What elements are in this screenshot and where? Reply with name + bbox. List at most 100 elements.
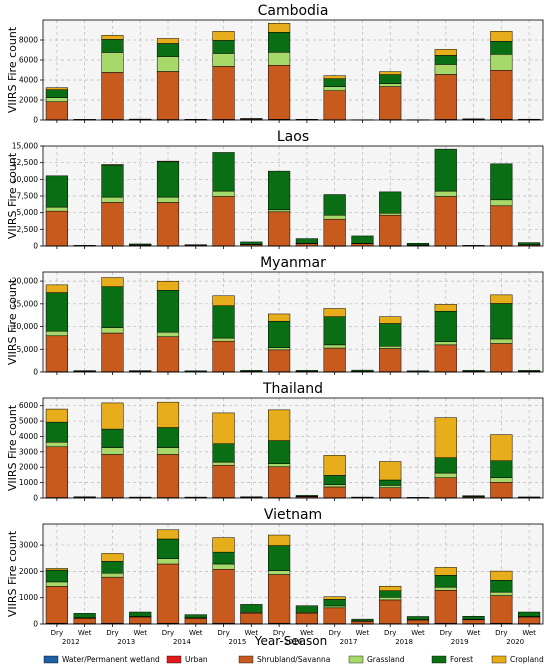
bar-segment bbox=[323, 347, 346, 372]
bar-segment bbox=[462, 615, 485, 620]
bar-segment bbox=[434, 55, 457, 65]
bar-segment bbox=[156, 280, 180, 291]
legend-item: Forest bbox=[431, 655, 473, 664]
y-tick-label: 5000 bbox=[19, 417, 38, 426]
season-tick-label: Wet bbox=[133, 629, 147, 637]
bar-segment bbox=[323, 484, 346, 488]
legend-label: Forest bbox=[450, 655, 473, 664]
bar-segment bbox=[490, 338, 513, 344]
bar-segment bbox=[268, 52, 291, 66]
legend-label: Grassland bbox=[367, 655, 405, 664]
bar-segment bbox=[406, 243, 430, 246]
season-tick-label: Dry bbox=[495, 629, 507, 637]
bar-segment bbox=[268, 574, 291, 624]
bar-segment bbox=[490, 294, 513, 304]
y-tick-label: 7,500 bbox=[17, 192, 39, 201]
plot-area bbox=[43, 272, 543, 372]
bar-segment bbox=[379, 461, 402, 481]
bar-segment bbox=[490, 205, 513, 247]
bar-segment bbox=[184, 614, 207, 619]
bar-segment bbox=[462, 619, 485, 624]
bar-segment bbox=[268, 211, 291, 247]
plot-area bbox=[43, 524, 543, 624]
bar-segment bbox=[490, 70, 513, 120]
y-tick-label: 3000 bbox=[19, 447, 38, 456]
bar-segment bbox=[101, 35, 124, 40]
bar-segment bbox=[101, 576, 124, 624]
bar-segment bbox=[323, 607, 346, 624]
bar-segment bbox=[156, 563, 180, 624]
bar-segment bbox=[490, 31, 513, 42]
bar-segment bbox=[351, 235, 374, 244]
bar-segment bbox=[184, 244, 207, 246]
y-tick-label: 10,000 bbox=[12, 175, 38, 184]
bar-segment bbox=[295, 495, 318, 497]
bar-segment bbox=[212, 196, 235, 247]
y-tick-label: 5,000 bbox=[17, 345, 39, 354]
bar-segment bbox=[268, 466, 291, 498]
y-axis-title: VIIRS Fire count bbox=[6, 278, 19, 365]
bar-segment bbox=[323, 308, 346, 317]
bar-segment bbox=[379, 86, 402, 120]
bar-segment bbox=[212, 340, 235, 372]
bar-segment bbox=[129, 243, 152, 246]
y-tick-label: 2000 bbox=[19, 463, 38, 472]
bar-segment bbox=[295, 370, 318, 372]
bar-segment bbox=[45, 97, 68, 102]
bar-segment bbox=[379, 323, 402, 347]
bar-segment bbox=[434, 310, 457, 342]
bar-segment bbox=[434, 590, 457, 624]
bar-segment bbox=[45, 89, 68, 98]
y-axis-title: VIIRS Fire count bbox=[6, 404, 19, 491]
bar-segment bbox=[518, 370, 541, 372]
bar-segment bbox=[268, 534, 291, 546]
bar-segment bbox=[268, 440, 291, 464]
bar-segment bbox=[268, 409, 291, 441]
bar-segment bbox=[406, 370, 430, 372]
bar-segment bbox=[323, 90, 346, 120]
bar-segment bbox=[268, 545, 291, 571]
bar-segment bbox=[379, 487, 402, 498]
bar-segment bbox=[212, 66, 235, 120]
bar-segment bbox=[434, 304, 457, 312]
bar-segment bbox=[156, 56, 180, 72]
bar-segment bbox=[212, 569, 235, 624]
bar-segment bbox=[323, 75, 346, 79]
season-tick-label: Dry bbox=[384, 629, 396, 637]
legend-label: Shrubland/Savanna bbox=[257, 655, 330, 664]
bar-segment bbox=[240, 370, 263, 372]
bar-segment bbox=[101, 164, 124, 198]
bar-segment bbox=[295, 612, 318, 624]
bar-segment bbox=[156, 454, 180, 498]
panel-title: Laos bbox=[277, 129, 309, 145]
bar-segment bbox=[156, 290, 180, 333]
bar-segment bbox=[490, 199, 513, 207]
bar-segment bbox=[73, 370, 96, 372]
bar-segment bbox=[379, 585, 402, 591]
bar-segment bbox=[45, 446, 68, 498]
bar-segment bbox=[268, 170, 291, 211]
bar-segment bbox=[101, 202, 124, 247]
bar-segment bbox=[490, 580, 513, 593]
season-tick-label: Dry bbox=[162, 629, 174, 637]
bar-segment bbox=[351, 369, 374, 372]
y-tick-label: 10,000 bbox=[12, 322, 38, 331]
x-axis-title: Year-Season bbox=[254, 634, 328, 648]
bar-segment bbox=[101, 553, 124, 562]
bar-segment bbox=[518, 616, 541, 624]
bar-segment bbox=[101, 428, 124, 448]
bar-segment bbox=[101, 39, 124, 53]
bar-segment bbox=[212, 563, 235, 570]
year-tick-label: 2014 bbox=[173, 638, 191, 646]
bar-segment bbox=[379, 71, 402, 75]
y-axis-title: VIIRS Fire count bbox=[6, 26, 19, 113]
bar-segment bbox=[351, 620, 374, 625]
panel-title: Cambodia bbox=[258, 3, 329, 19]
bar-segment bbox=[490, 303, 513, 340]
bar-segment bbox=[490, 460, 513, 478]
year-tick-label: 2018 bbox=[395, 638, 413, 646]
season-tick-label: Dry bbox=[106, 629, 118, 637]
legend: Water/Permanent wetland Urban Shrubland/Sa… bbox=[43, 655, 544, 664]
y-tick-label: 4000 bbox=[19, 432, 38, 441]
